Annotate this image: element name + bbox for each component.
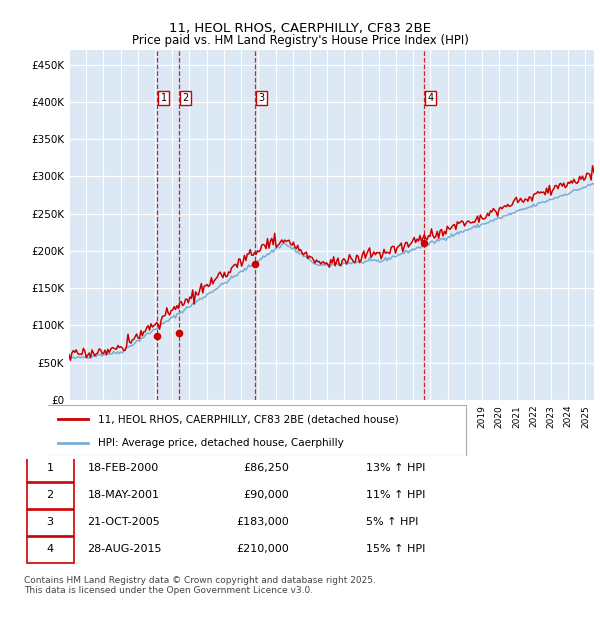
Text: 11, HEOL RHOS, CAERPHILLY, CF83 2BE: 11, HEOL RHOS, CAERPHILLY, CF83 2BE — [169, 22, 431, 35]
Text: Price paid vs. HM Land Registry's House Price Index (HPI): Price paid vs. HM Land Registry's House … — [131, 34, 469, 47]
Text: 18-MAY-2001: 18-MAY-2001 — [88, 490, 160, 500]
FancyBboxPatch shape — [27, 456, 74, 482]
FancyBboxPatch shape — [43, 405, 466, 456]
Text: 3: 3 — [46, 517, 53, 527]
Text: £86,250: £86,250 — [243, 463, 289, 473]
Text: HPI: Average price, detached house, Caerphilly: HPI: Average price, detached house, Caer… — [98, 438, 344, 448]
Text: Contains HM Land Registry data © Crown copyright and database right 2025.
This d: Contains HM Land Registry data © Crown c… — [24, 576, 376, 595]
Text: 2: 2 — [46, 490, 53, 500]
Text: 4: 4 — [428, 93, 434, 103]
Text: 28-AUG-2015: 28-AUG-2015 — [88, 544, 162, 554]
Text: 15% ↑ HPI: 15% ↑ HPI — [366, 544, 425, 554]
Text: 13% ↑ HPI: 13% ↑ HPI — [366, 463, 425, 473]
Text: 21-OCT-2005: 21-OCT-2005 — [88, 517, 160, 527]
FancyBboxPatch shape — [27, 538, 74, 562]
Text: 5% ↑ HPI: 5% ↑ HPI — [366, 517, 419, 527]
Text: 11% ↑ HPI: 11% ↑ HPI — [366, 490, 425, 500]
Text: 1: 1 — [46, 463, 53, 473]
Text: £90,000: £90,000 — [243, 490, 289, 500]
Text: 2: 2 — [182, 93, 188, 103]
Text: £183,000: £183,000 — [236, 517, 289, 527]
FancyBboxPatch shape — [27, 484, 74, 508]
Text: 1: 1 — [161, 93, 167, 103]
Text: 18-FEB-2000: 18-FEB-2000 — [88, 463, 159, 473]
FancyBboxPatch shape — [27, 510, 74, 536]
Text: 4: 4 — [46, 544, 53, 554]
Text: 11, HEOL RHOS, CAERPHILLY, CF83 2BE (detached house): 11, HEOL RHOS, CAERPHILLY, CF83 2BE (det… — [98, 414, 399, 424]
Text: 3: 3 — [259, 93, 265, 103]
Text: £210,000: £210,000 — [236, 544, 289, 554]
